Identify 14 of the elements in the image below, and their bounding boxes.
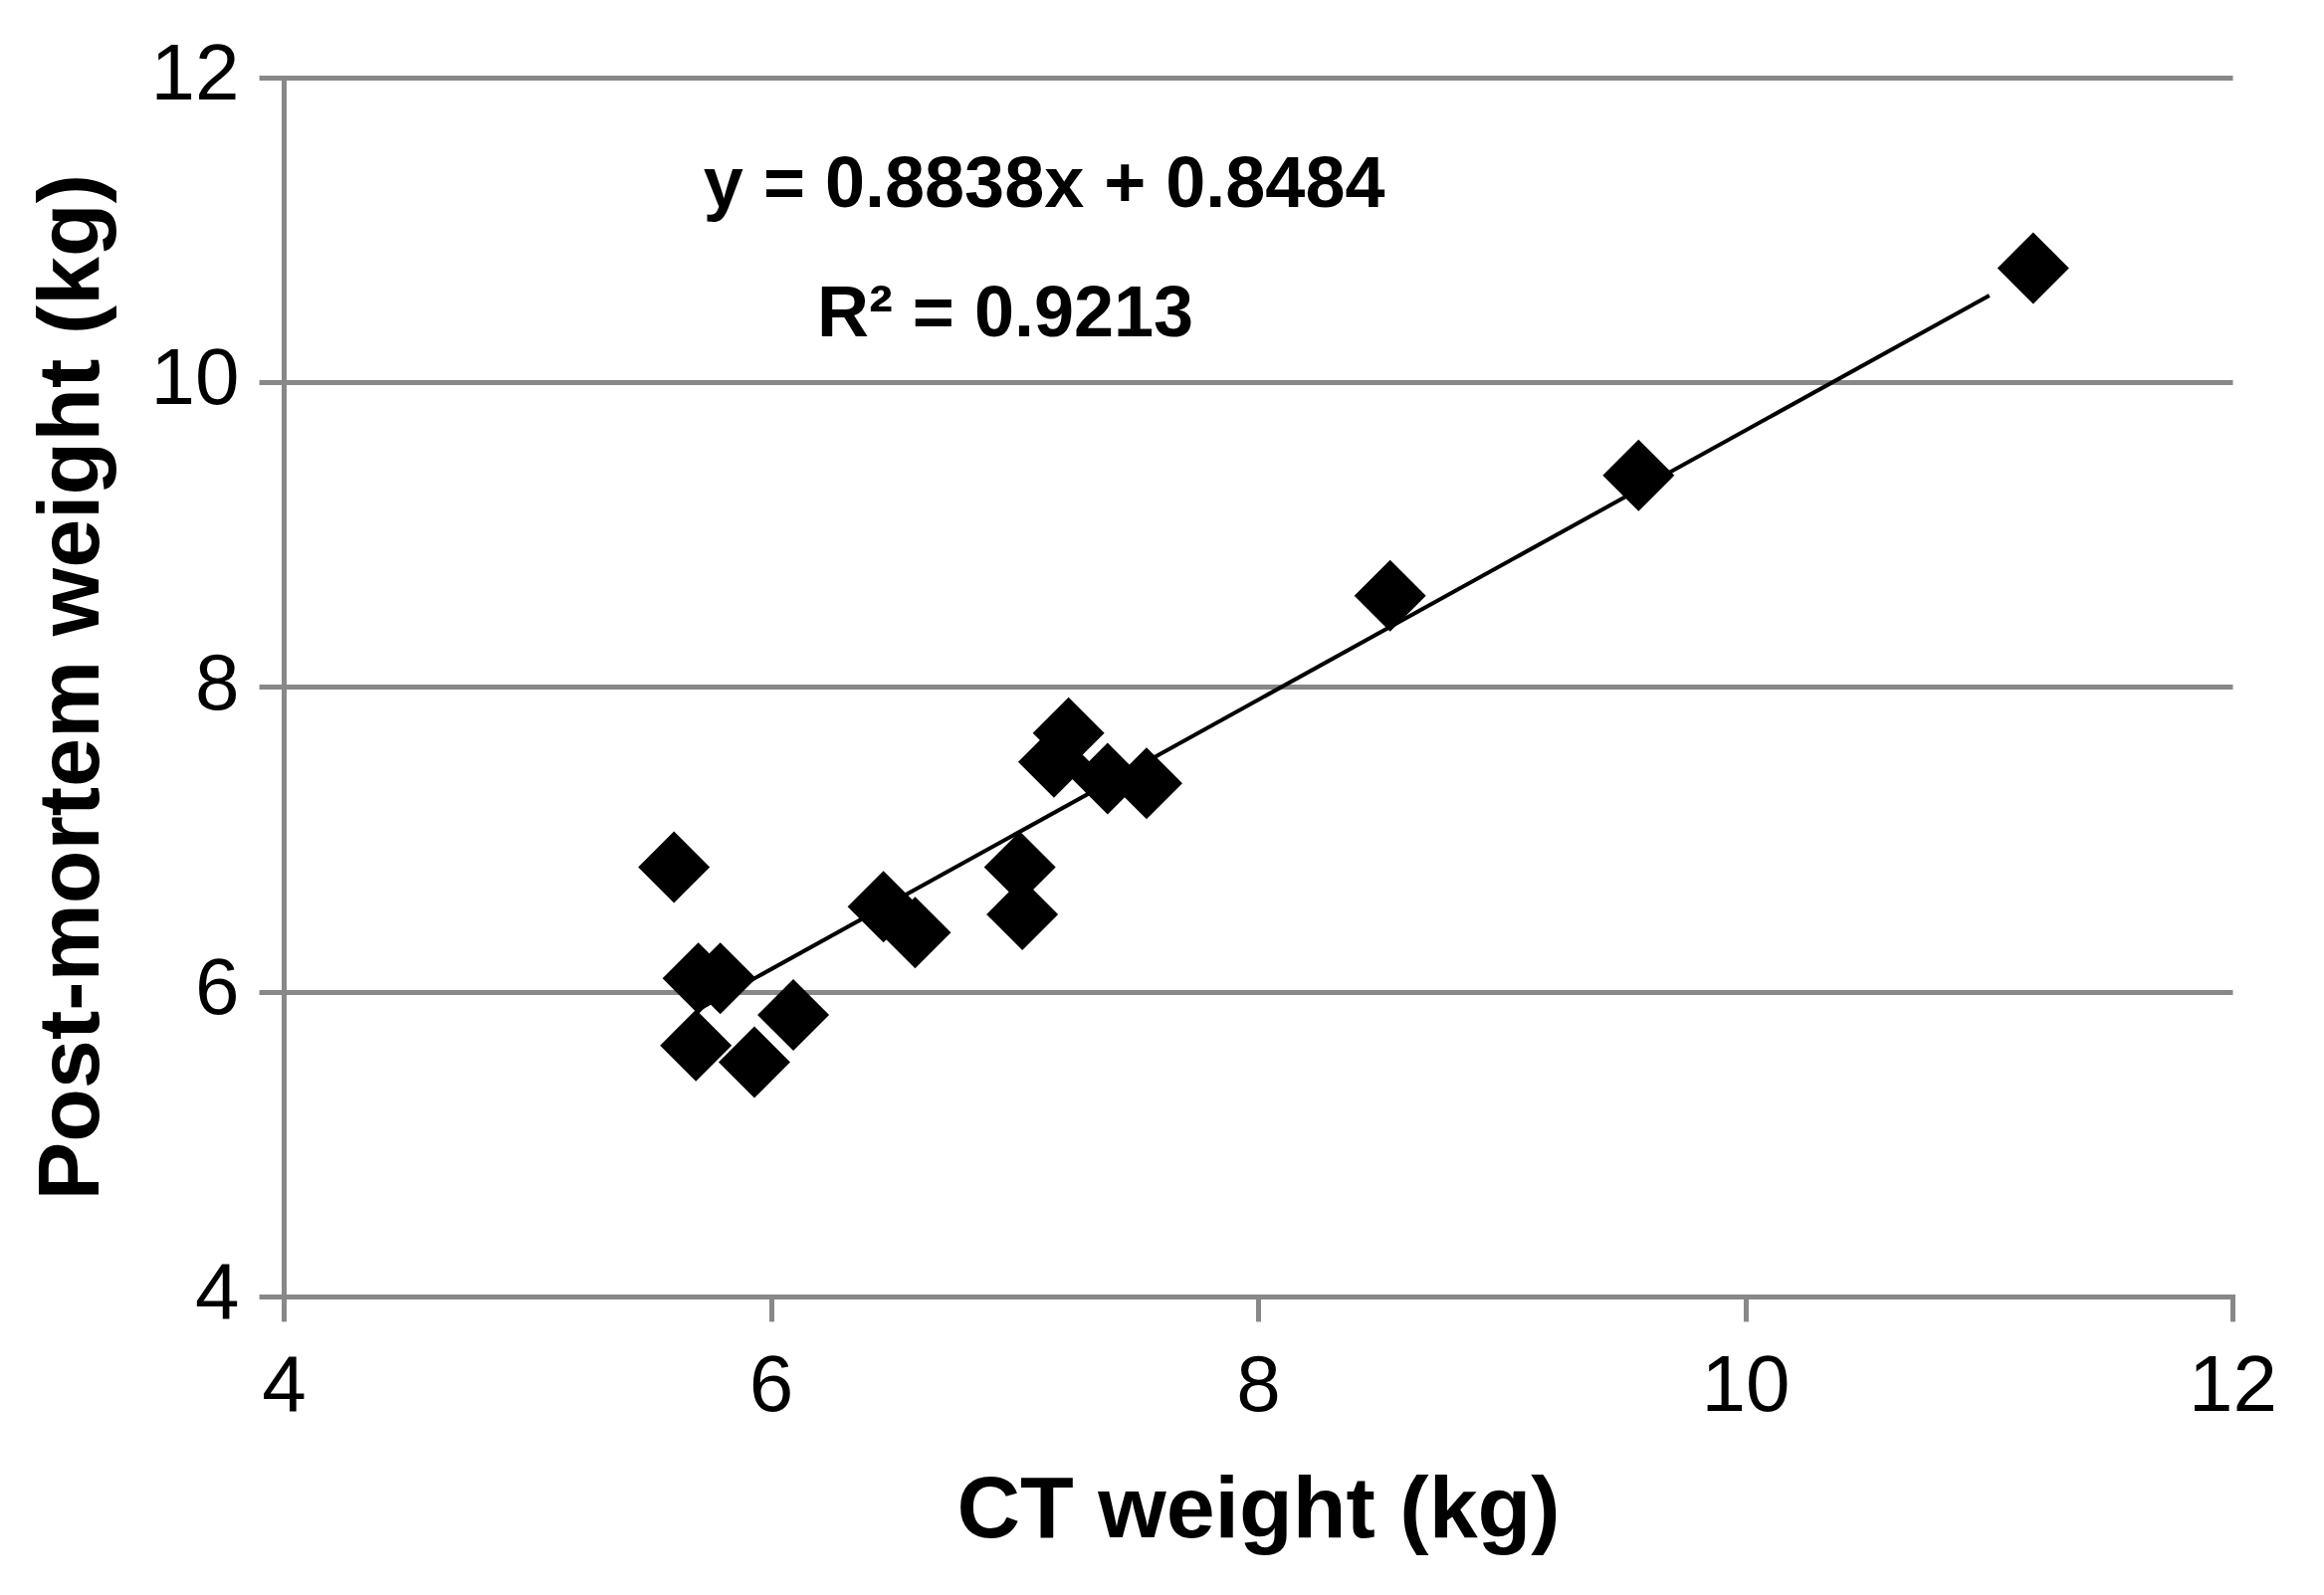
x-tick-label: 12 <box>2189 1339 2277 1429</box>
y-tick-label: 4 <box>195 1247 240 1336</box>
y-tick-label: 6 <box>195 942 240 1032</box>
y-axis-title: Post-mortem weight (kg) <box>19 173 118 1201</box>
x-tick-label: 8 <box>1236 1339 1281 1429</box>
y-tick-label: 12 <box>150 28 240 117</box>
x-tick-label: 6 <box>748 1339 794 1429</box>
y-tick-label: 8 <box>195 637 240 726</box>
y-tick-label: 10 <box>150 332 240 422</box>
annotation: R² = 0.9213 <box>816 271 1194 351</box>
x-axis-title: CT weight (kg) <box>956 1458 1561 1557</box>
x-tick-label: 10 <box>1701 1339 1791 1429</box>
x-tick-label: 4 <box>262 1339 307 1429</box>
annotation: y = 0.8838x + 0.8484 <box>703 141 1385 222</box>
